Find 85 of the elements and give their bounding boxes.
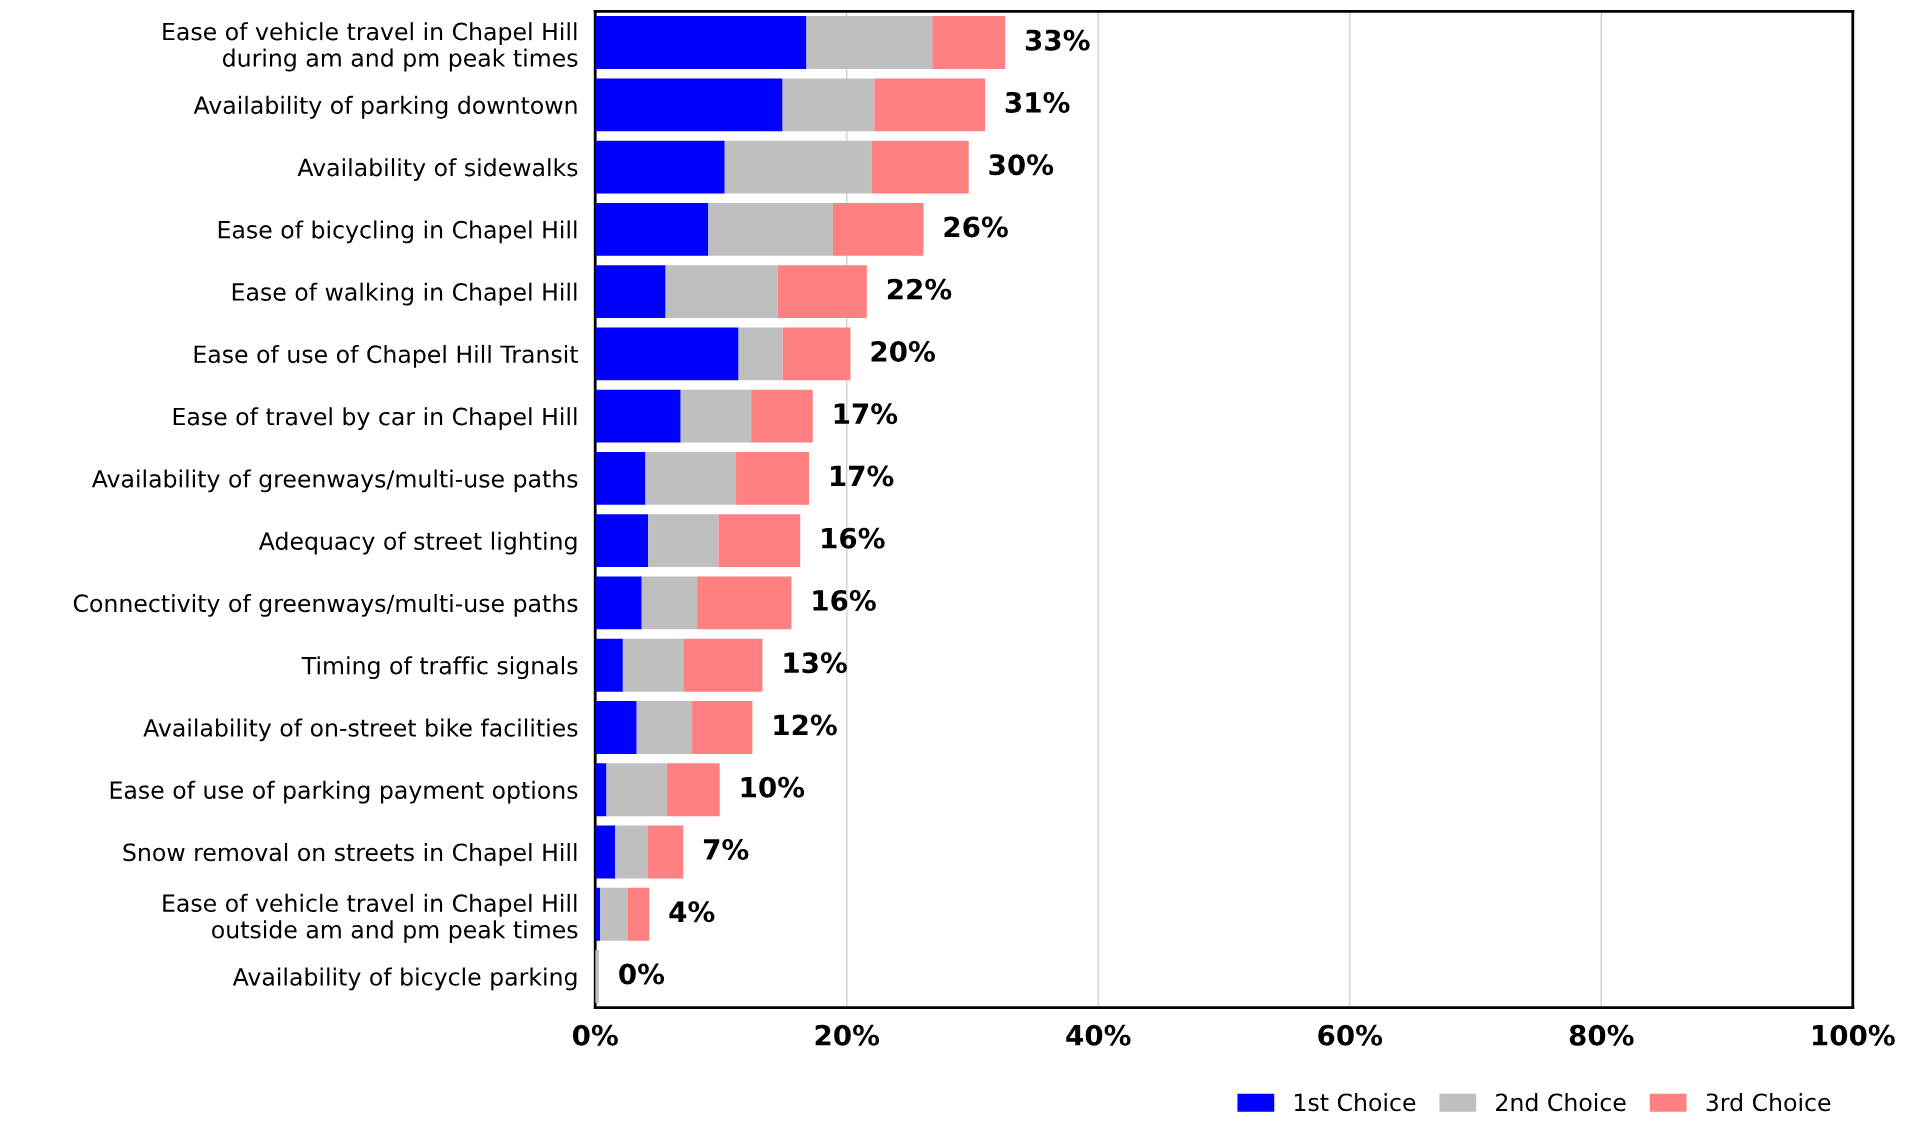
y-tick-label: Adequacy of street lighting [258,531,577,555]
total-label: 0% [619,963,665,985]
bar [736,451,809,505]
bar [648,825,684,879]
bar [595,451,646,505]
bar [645,451,737,505]
bar [874,78,986,132]
y-tick-label: Ease of use of Chapel Hill Transit [194,344,578,368]
bar [600,887,628,941]
bar [665,265,778,319]
y-tick-label: Availability of on-street bike facilities [143,718,578,742]
bar [606,763,667,817]
total-label: 26% [944,216,1008,238]
y-tick-label: Ease of travel by car in Chapel Hill [173,407,577,431]
bar [932,16,1006,70]
bar [615,825,649,879]
total-label: 33% [1025,29,1090,51]
bar [806,16,933,70]
total-label: 30% [989,154,1054,176]
total-label: 13% [784,652,847,674]
y-tick-label: Availability of greenways/multi-use paths [91,469,578,493]
bar [595,576,642,630]
bar [697,576,792,630]
legend-label: 1st Choice [1295,1093,1416,1112]
x-tick-label: 40% [1066,1024,1131,1046]
x-tick-label: 20% [815,1024,880,1046]
total-label: 12% [774,714,837,736]
bar [683,638,763,692]
total-label: 17% [834,403,898,425]
y-tick-label: Availability of sidewalks [297,158,578,181]
x-tick-label: 60% [1318,1024,1383,1046]
total-label: 7% [703,839,749,861]
bar [595,78,783,132]
bar [724,140,872,194]
bar [718,514,801,568]
bar [738,327,783,381]
y-tick-label: Ease of vehicle travel in Chapel Hill during am and pm peak times [163,22,578,72]
bar [595,140,725,194]
total-label: 17% [830,465,894,487]
x-tick-label: 0% [572,1024,618,1046]
total-label: 16% [813,589,876,611]
y-tick-label: Ease of walking in Chapel Hill [232,282,577,306]
legend-label: 3rd Choice [1706,1093,1831,1112]
bar [777,265,867,319]
total-label: 20% [871,340,935,362]
bar [595,700,637,754]
bar [595,16,807,70]
bar [595,763,607,817]
total-label: 22% [887,278,952,300]
legend-label: 2nd Choice [1496,1093,1626,1112]
y-tick-label: Availability of parking downtown [193,95,577,119]
total-label: 31% [1005,91,1070,113]
bar [782,78,875,132]
bar [636,700,693,754]
y-tick-label: Ease of bicycling in Chapel Hill [218,220,577,244]
y-tick-label: Availability of bicycle parking [232,967,577,991]
bar [648,514,719,568]
total-label: 16% [822,527,885,549]
bar [595,638,623,692]
bar [680,389,752,443]
bar [751,389,813,443]
total-label: 4% [669,901,715,923]
total-label: 10% [741,776,805,798]
y-tick-label: Ease of vehicle travel in Chapel Hill outside am and pm peak times [163,893,578,944]
bar [595,825,616,879]
y-tick-label: Connectivity of greenways/multi-use paths [73,593,578,617]
bar [622,638,684,692]
bar [692,700,753,754]
bar [782,327,851,381]
x-tick-label: 100% [1813,1024,1895,1046]
y-tick-label: Timing of traffic signals [301,656,578,680]
bar [595,514,649,568]
bar [641,576,698,630]
bar [595,327,739,381]
y-tick-label: Snow removal on streets in Chapel Hill [123,842,577,866]
bar [666,763,720,817]
bar [595,389,681,443]
bar [832,202,924,256]
bar [595,265,666,319]
x-tick-label: 80% [1569,1024,1634,1046]
bar [871,140,969,194]
y-tick-label: Ease of use of parking payment options [110,780,578,804]
bar [595,202,709,256]
bar [708,202,833,256]
bar [627,887,650,941]
